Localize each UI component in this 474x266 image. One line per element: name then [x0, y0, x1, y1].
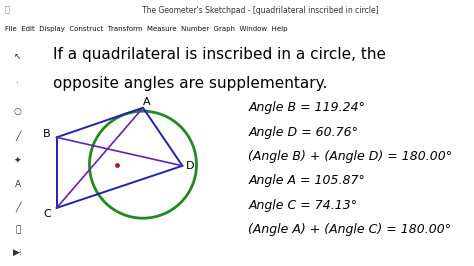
Text: B: B	[43, 129, 51, 139]
Text: A: A	[15, 180, 21, 189]
Text: ○: ○	[14, 107, 22, 116]
Text: ╱: ╱	[15, 131, 20, 142]
Text: A: A	[143, 97, 150, 107]
Text: Angle C = 74.13°: Angle C = 74.13°	[248, 199, 357, 212]
Text: C: C	[43, 209, 51, 219]
Text: If a quadrilateral is inscribed in a circle, the: If a quadrilateral is inscribed in a cir…	[53, 47, 386, 62]
Text: ▶⁞: ▶⁞	[13, 248, 23, 257]
Text: File  Edit  Display  Construct  Transform  Measure  Number  Graph  Window  Help: File Edit Display Construct Transform Me…	[5, 26, 287, 32]
Text: D: D	[186, 161, 194, 171]
Text: Angle D = 60.76°: Angle D = 60.76°	[248, 126, 358, 139]
Text: (Angle B) + (Angle D) = 180.00°: (Angle B) + (Angle D) = 180.00°	[248, 150, 452, 163]
Text: ⬛: ⬛	[5, 5, 10, 14]
Text: ╱: ╱	[15, 202, 20, 212]
Text: ✦: ✦	[14, 157, 21, 166]
Text: Angle A = 105.87°: Angle A = 105.87°	[248, 174, 365, 187]
Text: ↖: ↖	[14, 52, 21, 61]
Text: ·: ·	[16, 79, 19, 88]
Text: (Angle A) + (Angle C) = 180.00°: (Angle A) + (Angle C) = 180.00°	[248, 223, 451, 236]
Text: ⓘ: ⓘ	[15, 225, 20, 234]
Text: opposite angles are supplementary.: opposite angles are supplementary.	[53, 76, 328, 91]
Text: Angle B = 119.24°: Angle B = 119.24°	[248, 101, 365, 114]
Text: The Geometer's Sketchpad - [quadrilateral inscribed in circle]: The Geometer's Sketchpad - [quadrilatera…	[142, 6, 379, 15]
